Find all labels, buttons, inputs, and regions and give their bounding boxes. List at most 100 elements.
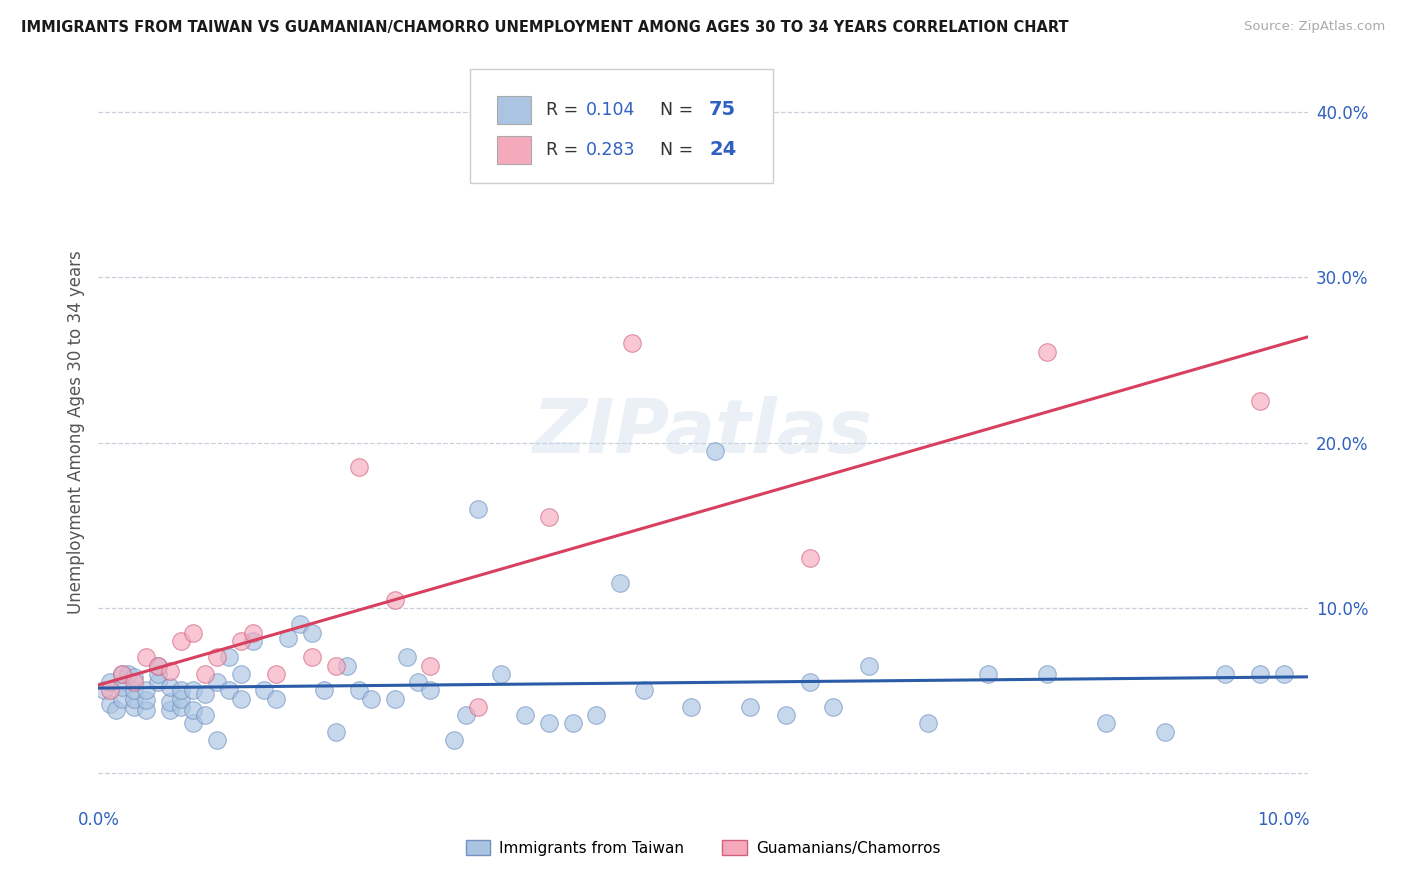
- Point: [111, 680, 134, 694]
- Point: [740, 700, 762, 714]
- Point: [181, 683, 204, 698]
- Point: [347, 460, 370, 475]
- Point: [194, 687, 217, 701]
- Point: [491, 666, 513, 681]
- Point: [122, 700, 145, 714]
- Point: [799, 675, 821, 690]
- Point: [976, 666, 998, 681]
- Point: [117, 666, 139, 681]
- Point: [105, 703, 128, 717]
- Point: [515, 708, 537, 723]
- Point: [135, 683, 157, 698]
- Point: [454, 708, 477, 723]
- Point: [205, 733, 228, 747]
- Point: [264, 666, 287, 681]
- Point: [301, 650, 323, 665]
- Point: [218, 683, 240, 698]
- Point: [443, 733, 465, 747]
- Point: [205, 650, 228, 665]
- Point: [312, 683, 335, 698]
- Y-axis label: Unemployment Among Ages 30 to 34 years: Unemployment Among Ages 30 to 34 years: [66, 251, 84, 615]
- Point: [858, 658, 880, 673]
- Text: Source: ZipAtlas.com: Source: ZipAtlas.com: [1244, 20, 1385, 33]
- Point: [205, 675, 228, 690]
- Point: [111, 666, 134, 681]
- Point: [917, 716, 939, 731]
- FancyBboxPatch shape: [470, 69, 773, 183]
- Text: 75: 75: [709, 100, 737, 120]
- Point: [98, 675, 121, 690]
- Point: [159, 680, 181, 694]
- Point: [419, 658, 441, 673]
- Point: [194, 666, 217, 681]
- Point: [253, 683, 276, 698]
- Point: [218, 650, 240, 665]
- Point: [561, 716, 583, 731]
- Text: N =: N =: [648, 141, 699, 159]
- Point: [325, 724, 347, 739]
- Point: [823, 700, 845, 714]
- Point: [1249, 394, 1271, 409]
- Text: 0.104: 0.104: [586, 101, 636, 119]
- Point: [122, 675, 145, 690]
- Point: [537, 509, 560, 524]
- Point: [1036, 344, 1059, 359]
- Point: [122, 670, 145, 684]
- Text: N =: N =: [648, 101, 699, 119]
- Point: [288, 617, 311, 632]
- Point: [620, 336, 643, 351]
- Point: [181, 716, 204, 731]
- FancyBboxPatch shape: [498, 136, 531, 164]
- Point: [703, 443, 725, 458]
- Point: [146, 666, 169, 681]
- Point: [609, 576, 631, 591]
- Point: [360, 691, 382, 706]
- Point: [242, 625, 264, 640]
- Point: [122, 683, 145, 698]
- Point: [1272, 666, 1295, 681]
- Point: [347, 683, 370, 698]
- Point: [277, 631, 299, 645]
- Point: [170, 691, 193, 706]
- Point: [146, 658, 169, 673]
- Point: [1154, 724, 1177, 739]
- Point: [681, 700, 703, 714]
- Point: [264, 691, 287, 706]
- Point: [98, 683, 121, 698]
- Point: [159, 664, 181, 678]
- Point: [111, 691, 134, 706]
- Point: [408, 675, 430, 690]
- Point: [799, 551, 821, 566]
- Point: [135, 693, 157, 707]
- Point: [395, 650, 418, 665]
- Point: [159, 695, 181, 709]
- Point: [467, 700, 489, 714]
- Point: [1213, 666, 1236, 681]
- Point: [242, 633, 264, 648]
- Point: [146, 675, 169, 690]
- Point: [170, 700, 193, 714]
- Point: [301, 625, 323, 640]
- Point: [467, 501, 489, 516]
- Point: [229, 666, 252, 681]
- Point: [1249, 666, 1271, 681]
- Point: [325, 658, 347, 673]
- Point: [537, 716, 560, 731]
- Point: [633, 683, 655, 698]
- Point: [229, 633, 252, 648]
- Point: [229, 691, 252, 706]
- Point: [146, 658, 169, 673]
- FancyBboxPatch shape: [498, 95, 531, 124]
- Text: ZIPatlas: ZIPatlas: [533, 396, 873, 469]
- Point: [181, 703, 204, 717]
- Point: [336, 658, 359, 673]
- Point: [419, 683, 441, 698]
- Point: [111, 666, 134, 681]
- Point: [170, 633, 193, 648]
- Point: [194, 708, 217, 723]
- Point: [93, 683, 115, 698]
- Text: R =: R =: [546, 141, 583, 159]
- Text: R =: R =: [546, 101, 583, 119]
- Point: [585, 708, 607, 723]
- Point: [1036, 666, 1059, 681]
